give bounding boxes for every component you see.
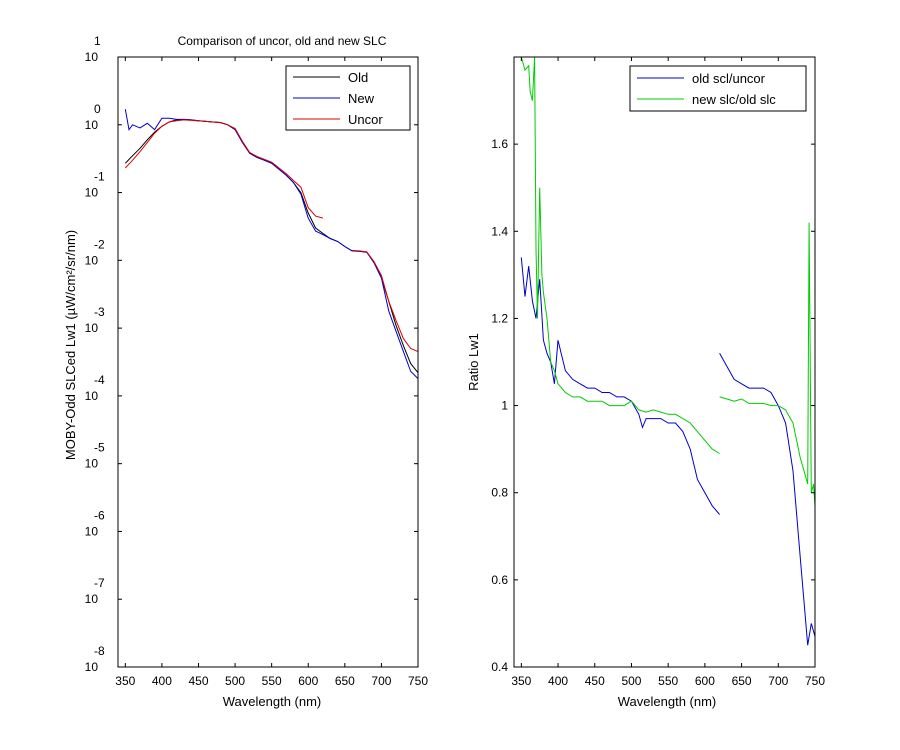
- right-x-tick-label: 650: [732, 674, 752, 688]
- right-x-tick-label: 450: [585, 674, 605, 688]
- left-y-tick-label-base: 10: [85, 253, 99, 267]
- right-y-ticks: 0.4 0.6 0.8 1 1.2 1.4 1.6: [491, 137, 815, 674]
- left-series-uncor-line: [124, 119, 419, 353]
- right-legend-box: [629, 65, 807, 112]
- left-plot: 350 400 450 500 550 600 650 700 750 10110010-110…: [63, 34, 428, 709]
- legend-label-old-scl-uncor: old scl/uncor: [692, 71, 766, 86]
- right-x-tick-label: 600: [695, 674, 715, 688]
- right-series-old-scl-uncor-line: [520, 257, 815, 646]
- right-x-axis-label: Wavelength (nm): [618, 694, 717, 709]
- right-x-tick-label: 500: [621, 674, 641, 688]
- left-legend: Old New Uncor: [285, 65, 411, 131]
- left-y-tick-label-base: 10: [85, 660, 99, 674]
- left-plot-area: [118, 57, 418, 667]
- right-plot: 350 400 450 500 550 600 650 700 750 0.4 0.6 0.8 1 1.…: [466, 56, 825, 709]
- left-x-tick-label: 400: [152, 674, 172, 688]
- left-x-ticks: 350 400 450 500 550 600 650 700 750: [115, 57, 428, 688]
- right-series-new-slc-old-slc-line: [520, 57, 815, 506]
- left-axes-box: [117, 56, 419, 668]
- right-y-tick-label: 0.4: [491, 660, 508, 674]
- left-x-axis-label: Wavelength (nm): [223, 694, 322, 709]
- right-x-tick-label: 350: [511, 674, 531, 688]
- left-y-tick-label-base: 10: [85, 592, 99, 606]
- left-x-tick-label: 600: [298, 674, 318, 688]
- right-y-tick-label: 1: [501, 399, 508, 413]
- right-plot-area: [514, 57, 815, 667]
- left-y-tick-label-base: 10: [85, 118, 99, 132]
- legend-label-uncor: Uncor: [348, 112, 383, 127]
- right-y-axis-label: Ratio Lw1: [466, 333, 481, 391]
- right-x-tick-label: 750: [805, 674, 825, 688]
- right-y-tick-label: 1.6: [491, 137, 508, 151]
- left-x-tick-label: 750: [408, 674, 428, 688]
- left-y-tick-label-exponent: -7: [94, 576, 105, 590]
- left-y-tick-label-base: 10: [85, 186, 99, 200]
- legend-label-old: Old: [348, 70, 368, 85]
- right-x-tick-label: 700: [768, 674, 788, 688]
- left-y-tick-label-base: 10: [85, 457, 99, 471]
- left-y-tick-label-exponent: -5: [94, 441, 105, 455]
- right-legend: old scl/uncor new slc/old slc: [629, 65, 807, 112]
- left-x-tick-label: 450: [188, 674, 208, 688]
- left-series-group: [124, 109, 419, 379]
- legend-label-new-slc-old-slc: new slc/old slc: [692, 92, 776, 107]
- legend-label-new: New: [348, 91, 375, 106]
- right-y-tick-label: 0.6: [491, 573, 508, 587]
- right-axes-box: [513, 56, 816, 668]
- right-series-group: [520, 57, 815, 646]
- left-x-tick-label: 350: [115, 674, 135, 688]
- right-y-tick-label: 1.2: [491, 311, 508, 325]
- left-y-axis-label: MOBY-Odd SLCed Lw1 (µW/cm²/sr/nm): [63, 230, 78, 460]
- left-y-tick-label-exponent: -2: [94, 237, 105, 251]
- left-y-tick-label-exponent: -3: [94, 305, 105, 319]
- left-y-tick-label-base: 10: [85, 50, 99, 64]
- right-x-tick-label: 550: [658, 674, 678, 688]
- right-x-tick-label: 400: [548, 674, 568, 688]
- right-x-ticks: 350 400 450 500 550 600 650 700 750: [511, 57, 825, 688]
- left-y-ticks: 10 1 10 0 10 -1 10 -2 10 -3 10 -4 10 -5 10 -6 10 -7 10 -8: [85, 34, 418, 674]
- left-x-tick-label: 650: [335, 674, 355, 688]
- left-x-tick-label: 550: [262, 674, 282, 688]
- left-y-tick-label-base: 10: [85, 524, 99, 538]
- left-x-tick-label: 700: [371, 674, 391, 688]
- right-y-tick-label: 1.4: [491, 224, 508, 238]
- left-y-tick-label-exponent: -1: [94, 170, 105, 184]
- left-x-tick-label: 500: [225, 674, 245, 688]
- left-y-tick-label-base: 10: [85, 321, 99, 335]
- left-y-tick-label-exponent: -4: [94, 373, 105, 387]
- left-y-tick-label-exponent: 0: [94, 102, 101, 116]
- left-y-tick-label-exponent: -8: [94, 644, 105, 658]
- left-y-tick-label-base: 10: [85, 389, 99, 403]
- left-y-tick-label-exponent: -6: [94, 508, 105, 522]
- right-y-tick-label: 0.8: [491, 486, 508, 500]
- left-y-tick-label-exponent: 1: [94, 34, 101, 48]
- left-chart-title: Comparison of uncor, old and new SLC: [178, 34, 387, 48]
